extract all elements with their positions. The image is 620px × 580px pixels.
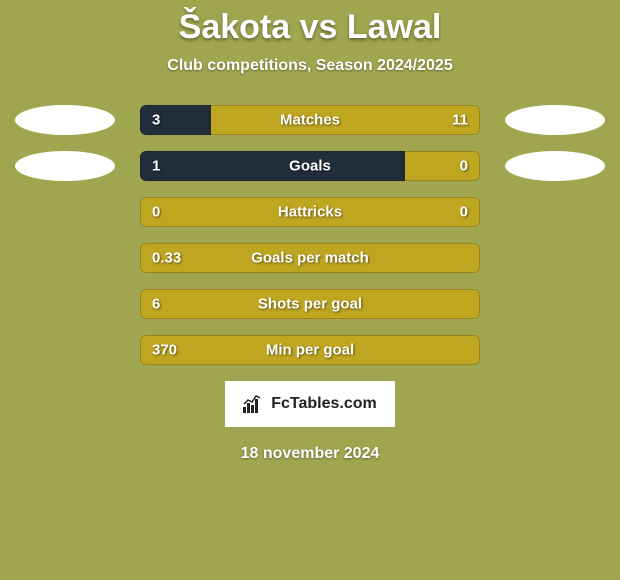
stat-rows: 3 11 Matches 1 0 Goals 0 0 Hattricks 0.33 Goals pe… — [0, 105, 620, 365]
stat-row: 0.33 Goals per match — [0, 243, 620, 273]
stat-label: Hattricks — [278, 204, 342, 221]
chart-icon — [243, 395, 265, 413]
value-left: 370 — [152, 342, 177, 359]
stat-row: 3 11 Matches — [0, 105, 620, 135]
stat-label: Goals per match — [251, 250, 369, 267]
stat-row: 1 0 Goals — [0, 151, 620, 181]
bar-right-segment — [211, 105, 480, 135]
value-left: 1 — [152, 158, 160, 175]
stat-label: Goals — [289, 158, 331, 175]
value-right: 0 — [460, 204, 468, 221]
stat-row: 0 0 Hattricks — [0, 197, 620, 227]
stat-row: 370 Min per goal — [0, 335, 620, 365]
bar-right-segment — [405, 151, 480, 181]
brand-badge: FcTables.com — [225, 381, 395, 427]
stat-bar: 370 Min per goal — [140, 335, 480, 365]
player-avatar-right — [505, 105, 605, 135]
stat-bar: 0.33 Goals per match — [140, 243, 480, 273]
player-avatar-left — [15, 151, 115, 181]
comparison-card: Šakota vs Lawal Club competitions, Seaso… — [0, 0, 620, 580]
date-label: 18 november 2024 — [0, 445, 620, 463]
bar-left-segment — [140, 105, 211, 135]
stat-label: Shots per goal — [258, 296, 362, 313]
subtitle: Club competitions, Season 2024/2025 — [0, 57, 620, 75]
value-left: 6 — [152, 296, 160, 313]
value-left: 0 — [152, 204, 160, 221]
player-avatar-left — [15, 105, 115, 135]
value-left: 0.33 — [152, 250, 181, 267]
page-title: Šakota vs Lawal — [0, 8, 620, 47]
value-right: 0 — [460, 158, 468, 175]
stat-row: 6 Shots per goal — [0, 289, 620, 319]
stat-label: Min per goal — [266, 342, 354, 359]
stat-bar: 3 11 Matches — [140, 105, 480, 135]
stat-bar: 1 0 Goals — [140, 151, 480, 181]
stat-label: Matches — [280, 112, 340, 129]
value-right: 11 — [452, 112, 468, 129]
stat-bar: 0 0 Hattricks — [140, 197, 480, 227]
value-left: 3 — [152, 112, 160, 129]
stat-bar: 6 Shots per goal — [140, 289, 480, 319]
brand-text: FcTables.com — [271, 395, 377, 413]
player-avatar-right — [505, 151, 605, 181]
bar-left-segment — [140, 151, 405, 181]
